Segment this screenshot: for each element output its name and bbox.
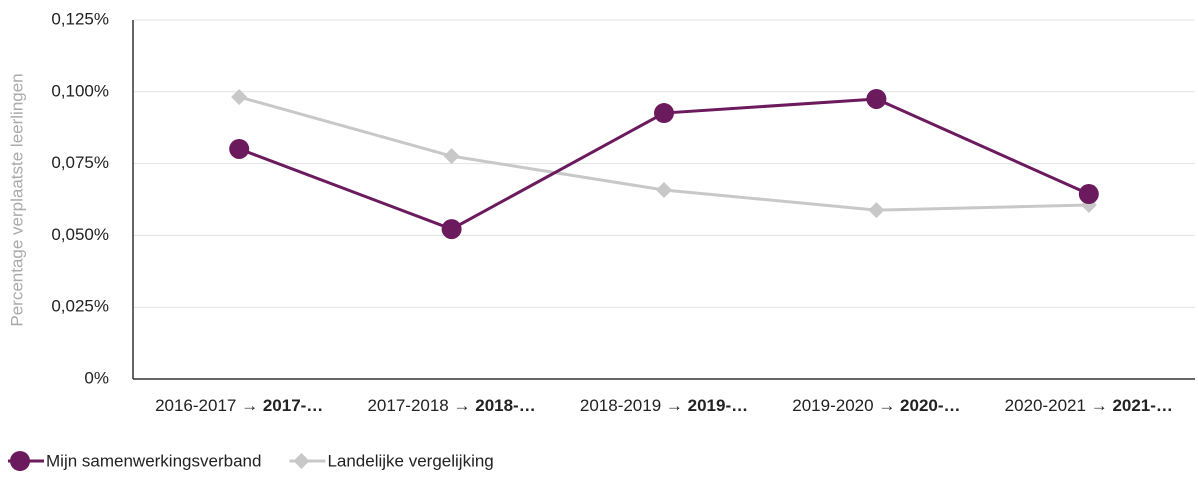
point — [1078, 184, 1099, 205]
y-axis-label: Percentage verplaatste leerlingen — [7, 73, 26, 326]
point — [10, 451, 30, 471]
x-tick-label-to: → 2019-… — [666, 396, 748, 415]
x-tick-label-to: → 2018-… — [454, 396, 536, 415]
legend-label: Mijn samenwerkingsverband — [46, 451, 261, 470]
x-tick-label-from: 2020-2021 — [1005, 396, 1086, 415]
x-tick-label-to: → 2017-… — [241, 396, 323, 415]
y-tick-label: 0,050% — [51, 225, 109, 244]
x-tick-label-to: → 2020-… — [878, 396, 960, 415]
y-tick-label: 0,125% — [51, 9, 109, 28]
x-tick-label-to: → 2021-… — [1091, 396, 1173, 415]
point — [231, 88, 248, 105]
x-tick-label: 2020-2021 → 2021-… — [1005, 396, 1173, 415]
legend-item: Mijn samenwerkingsverband — [8, 451, 261, 471]
x-tick-label-from: 2016-2017 — [155, 396, 236, 415]
x-tick-label-from: 2018-2019 — [580, 396, 661, 415]
point — [868, 202, 885, 219]
y-tick-label: 0,025% — [51, 297, 109, 316]
point — [293, 453, 310, 469]
point — [229, 138, 250, 159]
x-tick-label: 2017-2018 → 2018-… — [367, 396, 535, 415]
x-tick-label-from: 2017-2018 — [367, 396, 448, 415]
y-tick-label: 0,100% — [51, 81, 109, 100]
point — [656, 182, 672, 199]
y-tick-label: 0% — [84, 368, 109, 387]
x-tick-label: 2019-2020 → 2020-… — [792, 396, 960, 415]
point — [443, 148, 460, 165]
x-tick-label: 2018-2019 → 2019-… — [580, 396, 748, 415]
legend-label: Landelijke vergelijking — [327, 451, 493, 470]
point — [866, 88, 887, 109]
point — [654, 103, 674, 124]
x-tick-label: 2016-2017 → 2017-… — [155, 396, 323, 415]
legend-item: Landelijke vergelijking — [289, 451, 494, 470]
y-tick-label: 0,075% — [51, 153, 109, 172]
point — [441, 219, 462, 240]
x-tick-label-from: 2019-2020 — [792, 396, 873, 415]
